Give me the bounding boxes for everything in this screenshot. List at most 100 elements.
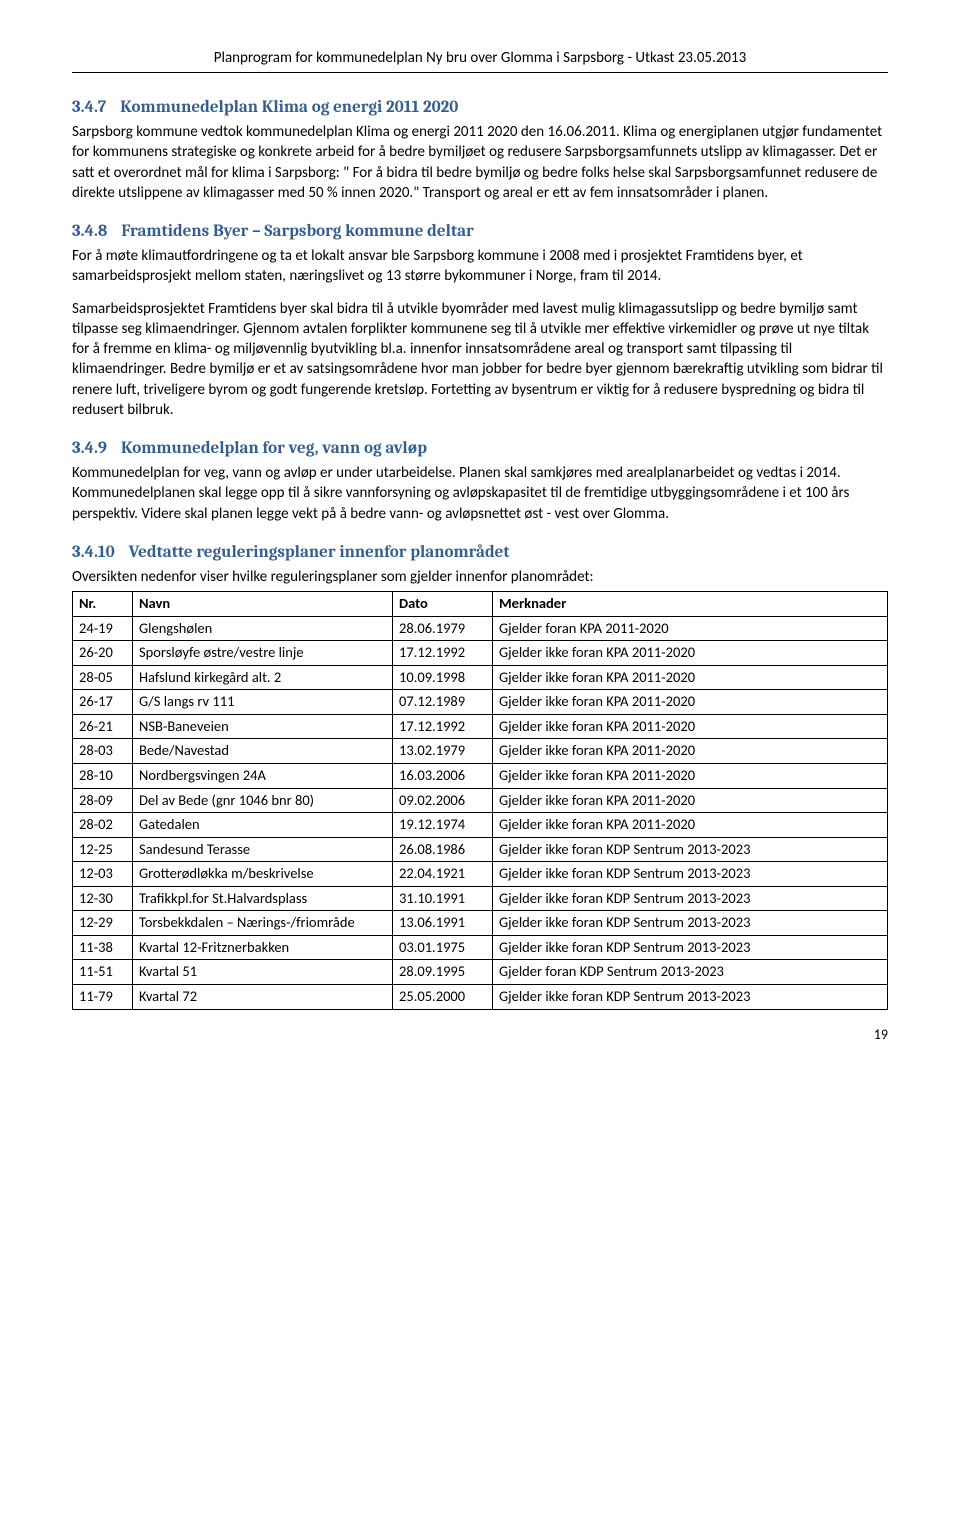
section-349-num: 3.4.9 xyxy=(72,439,107,458)
td-dato: 22.04.1921 xyxy=(393,862,493,887)
th-dato: Dato xyxy=(393,592,493,617)
td-dato: 10.09.1998 xyxy=(393,665,493,690)
section-347-heading: 3.4.7 Kommunedelplan Klima og energi 2011… xyxy=(72,97,888,120)
td-merk: Gjelder ikke foran KPA 2011-2020 xyxy=(493,763,888,788)
td-merk: Gjelder ikke foran KPA 2011-2020 xyxy=(493,788,888,813)
td-merk: Gjelder foran KPA 2011-2020 xyxy=(493,616,888,641)
table-row: 12-03Grotterødløkka m/beskrivelse22.04.1… xyxy=(73,862,888,887)
td-merk: Gjelder ikke foran KDP Sentrum 2013-2023 xyxy=(493,862,888,887)
table-row: 28-05Hafslund kirkegård alt. 210.09.1998… xyxy=(73,665,888,690)
section-347-title: Kommunedelplan Klima og energi 2011 2020 xyxy=(120,98,458,117)
td-dato: 25.05.2000 xyxy=(393,985,493,1010)
td-dato: 19.12.1974 xyxy=(393,813,493,838)
table-row: 12-30Trafikkpl.for St.Halvardsplass31.10… xyxy=(73,886,888,911)
td-navn: Bede/Navestad xyxy=(133,739,393,764)
section-349-heading: 3.4.9 Kommunedelplan for veg, vann og avl… xyxy=(72,438,888,461)
td-nr: 11-38 xyxy=(73,935,133,960)
table-row: 28-03Bede/Navestad13.02.1979Gjelder ikke… xyxy=(73,739,888,764)
section-349-body: Kommunedelplan for veg, vann og avløp er… xyxy=(72,463,888,524)
td-merk: Gjelder ikke foran KDP Sentrum 2013-2023 xyxy=(493,985,888,1010)
td-dato: 26.08.1986 xyxy=(393,837,493,862)
td-nr: 11-79 xyxy=(73,985,133,1010)
table-row: 28-09Del av Bede (gnr 1046 bnr 80)09.02.… xyxy=(73,788,888,813)
td-nr: 26-21 xyxy=(73,714,133,739)
td-navn: Grotterødløkka m/beskrivelse xyxy=(133,862,393,887)
table-row: 26-21NSB-Baneveien17.12.1992Gjelder ikke… xyxy=(73,714,888,739)
td-merk: Gjelder ikke foran KPA 2011-2020 xyxy=(493,739,888,764)
td-navn: NSB-Baneveien xyxy=(133,714,393,739)
td-dato: 13.06.1991 xyxy=(393,911,493,936)
table-row: 11-51Kvartal 5128.09.1995Gjelder foran K… xyxy=(73,960,888,985)
td-navn: Sandesund Terasse xyxy=(133,837,393,862)
td-navn: Gatedalen xyxy=(133,813,393,838)
td-merk: Gjelder ikke foran KDP Sentrum 2013-2023 xyxy=(493,886,888,911)
td-merk: Gjelder foran KDP Sentrum 2013-2023 xyxy=(493,960,888,985)
section-348-body2: Samarbeidsprosjektet Framtidens byer ska… xyxy=(72,299,888,421)
td-nr: 24-19 xyxy=(73,616,133,641)
td-dato: 07.12.1989 xyxy=(393,690,493,715)
table-row: 11-79Kvartal 7225.05.2000Gjelder ikke fo… xyxy=(73,985,888,1010)
td-nr: 26-17 xyxy=(73,690,133,715)
td-dato: 16.03.2006 xyxy=(393,763,493,788)
td-merk: Gjelder ikke foran KPA 2011-2020 xyxy=(493,813,888,838)
section-3410-body: Oversikten nedenfor viser hvilke reguler… xyxy=(72,567,888,587)
section-348-body1: For å møte klimautfordringene og ta et l… xyxy=(72,246,888,287)
section-3410-title: Vedtatte reguleringsplaner innenfor plan… xyxy=(129,543,510,562)
td-dato: 28.09.1995 xyxy=(393,960,493,985)
td-merk: Gjelder ikke foran KDP Sentrum 2013-2023 xyxy=(493,911,888,936)
td-dato: 09.02.2006 xyxy=(393,788,493,813)
th-nr: Nr. xyxy=(73,592,133,617)
table-row: 11-38Kvartal 12-Fritznerbakken03.01.1975… xyxy=(73,935,888,960)
header-rule xyxy=(72,72,888,73)
td-nr: 26-20 xyxy=(73,641,133,666)
td-navn: Del av Bede (gnr 1046 bnr 80) xyxy=(133,788,393,813)
td-navn: Kvartal 72 xyxy=(133,985,393,1010)
td-navn: Glengshølen xyxy=(133,616,393,641)
table-row: 12-25Sandesund Terasse26.08.1986Gjelder … xyxy=(73,837,888,862)
reguleringsplaner-table: Nr. Navn Dato Merknader 24-19Glengshølen… xyxy=(72,591,888,1010)
td-navn: Hafslund kirkegård alt. 2 xyxy=(133,665,393,690)
td-navn: Trafikkpl.for St.Halvardsplass xyxy=(133,886,393,911)
td-dato: 13.02.1979 xyxy=(393,739,493,764)
td-nr: 12-30 xyxy=(73,886,133,911)
section-348-title: Framtidens Byer – Sarpsborg kommune delt… xyxy=(121,222,473,241)
td-merk: Gjelder ikke foran KPA 2011-2020 xyxy=(493,665,888,690)
td-dato: 31.10.1991 xyxy=(393,886,493,911)
td-nr: 28-05 xyxy=(73,665,133,690)
td-nr: 28-03 xyxy=(73,739,133,764)
td-nr: 28-09 xyxy=(73,788,133,813)
section-348-heading: 3.4.8 Framtidens Byer – Sarpsborg kommune… xyxy=(72,221,888,244)
td-merk: Gjelder ikke foran KDP Sentrum 2013-2023 xyxy=(493,935,888,960)
table-row: 28-02Gatedalen19.12.1974Gjelder ikke for… xyxy=(73,813,888,838)
td-nr: 11-51 xyxy=(73,960,133,985)
section-3410-heading: 3.4.10 Vedtatte reguleringsplaner innenfo… xyxy=(72,542,888,565)
td-navn: Kvartal 12-Fritznerbakken xyxy=(133,935,393,960)
section-3410-num: 3.4.10 xyxy=(72,543,115,562)
table-row: 26-20Sporsløyfe østre/vestre linje17.12.… xyxy=(73,641,888,666)
td-dato: 17.12.1992 xyxy=(393,641,493,666)
th-navn: Navn xyxy=(133,592,393,617)
table-row: 28-10Nordbergsvingen 24A16.03.2006Gjelde… xyxy=(73,763,888,788)
td-dato: 28.06.1979 xyxy=(393,616,493,641)
td-nr: 12-25 xyxy=(73,837,133,862)
td-merk: Gjelder ikke foran KPA 2011-2020 xyxy=(493,641,888,666)
td-navn: Torsbekkdalen – Nærings-/friområde xyxy=(133,911,393,936)
td-nr: 12-29 xyxy=(73,911,133,936)
td-dato: 03.01.1975 xyxy=(393,935,493,960)
section-347-num: 3.4.7 xyxy=(72,98,106,117)
td-navn: Sporsløyfe østre/vestre linje xyxy=(133,641,393,666)
td-navn: Kvartal 51 xyxy=(133,960,393,985)
section-347-body: Sarpsborg kommune vedtok kommunedelplan … xyxy=(72,122,888,203)
section-349-title: Kommunedelplan for veg, vann og avløp xyxy=(121,439,427,458)
section-348-num: 3.4.8 xyxy=(72,222,107,241)
td-nr: 12-03 xyxy=(73,862,133,887)
th-merk: Merknader xyxy=(493,592,888,617)
page-header-title: Planprogram for kommunedelplan Ny bru ov… xyxy=(72,48,888,68)
td-nr: 28-02 xyxy=(73,813,133,838)
table-row: 12-29Torsbekkdalen – Nærings-/friområde1… xyxy=(73,911,888,936)
td-merk: Gjelder ikke foran KPA 2011-2020 xyxy=(493,714,888,739)
table-header-row: Nr. Navn Dato Merknader xyxy=(73,592,888,617)
table-row: 26-17G/S langs rv 11107.12.1989Gjelder i… xyxy=(73,690,888,715)
td-dato: 17.12.1992 xyxy=(393,714,493,739)
page-number: 19 xyxy=(72,1026,888,1045)
